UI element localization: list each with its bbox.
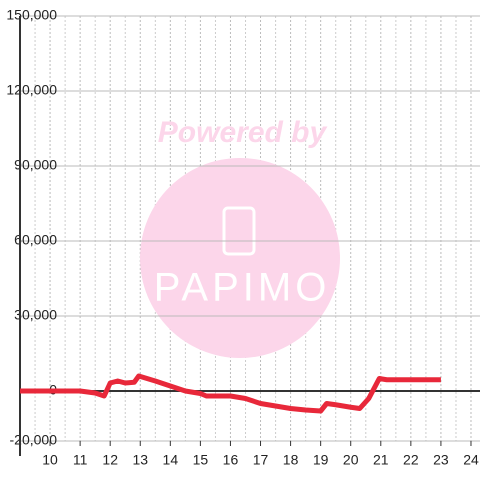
x-tick-label: 23 <box>433 452 449 468</box>
x-tick-label: 13 <box>132 452 148 468</box>
x-tick-label: 12 <box>102 452 118 468</box>
x-tick-label: 10 <box>42 452 58 468</box>
x-tick-label: 18 <box>283 452 299 468</box>
y-tick-label: 90,000 <box>14 157 57 173</box>
watermark-caption: Powered by <box>158 116 328 149</box>
data-line <box>20 373 441 414</box>
x-tick-label: 15 <box>193 452 209 468</box>
x-tick-label: 11 <box>73 452 88 468</box>
y-tick-label: -20,000 <box>10 432 58 448</box>
x-tick-label: 17 <box>253 452 269 468</box>
x-tick-label: 22 <box>403 452 419 468</box>
x-tick-label: 20 <box>343 452 359 468</box>
x-tick-label: 16 <box>223 452 239 468</box>
x-tick-label: 19 <box>313 452 329 468</box>
watermark-icon <box>222 206 256 256</box>
x-tick-label: 21 <box>373 452 389 468</box>
y-tick-label: 120,000 <box>6 82 57 98</box>
y-tick-label: 30,000 <box>14 307 57 323</box>
y-tick-label: 150,000 <box>6 7 57 23</box>
watermark-logo: PAPIMO <box>154 266 331 310</box>
y-tick-label: 60,000 <box>14 232 57 248</box>
x-tick-label: 14 <box>163 452 179 468</box>
x-tick-label: 24 <box>463 452 479 468</box>
watermark-circle <box>140 158 340 358</box>
